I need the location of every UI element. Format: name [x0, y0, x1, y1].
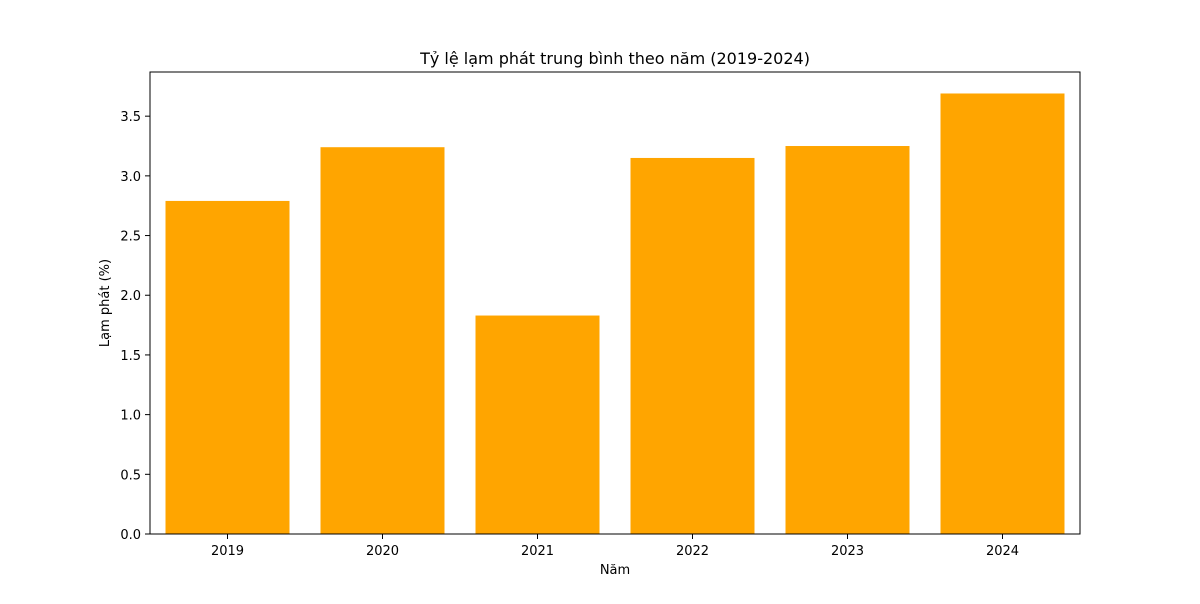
plot-frame	[149, 71, 1081, 535]
y-tick-label-3.0: 3.0	[120, 170, 141, 185]
y-tick-label-1.5: 1.5	[120, 349, 141, 364]
x-tick-label-2021: 2021	[521, 544, 554, 559]
axes-group: 2019 2020 2021 2022 2023 2024 0.0 0.5 1.0 1.5 2.0 2…	[120, 71, 1081, 559]
bars-group	[165, 93, 1065, 535]
y-tick-label-3.5: 3.5	[120, 110, 141, 125]
bar-2022	[630, 157, 755, 534]
y-axis-label: Lạm phát (%)	[98, 259, 113, 347]
x-tick-label-2020: 2020	[366, 544, 399, 559]
y-tick-label-0.5: 0.5	[120, 468, 141, 483]
y-tick-label-2.5: 2.5	[120, 230, 141, 245]
y-tick-label-0.0: 0.0	[120, 528, 141, 543]
bar-2020	[320, 147, 445, 535]
x-tick-label-2022: 2022	[676, 544, 709, 559]
x-tick-label-2024: 2024	[986, 544, 1019, 559]
y-tick-label-2.0: 2.0	[120, 289, 141, 304]
bar-2024	[940, 93, 1065, 534]
y-tick-label-1.0: 1.0	[120, 409, 141, 424]
x-tick-label-2019: 2019	[211, 544, 244, 559]
bar-2021	[475, 315, 600, 534]
bar-2019	[165, 200, 290, 534]
x-tick-label-2023: 2023	[831, 544, 864, 559]
chart-title: Tỷ lệ lạm phát trung bình theo năm (2019…	[419, 49, 810, 68]
bar-2023	[785, 146, 910, 534]
x-axis-label: Năm	[600, 563, 630, 578]
